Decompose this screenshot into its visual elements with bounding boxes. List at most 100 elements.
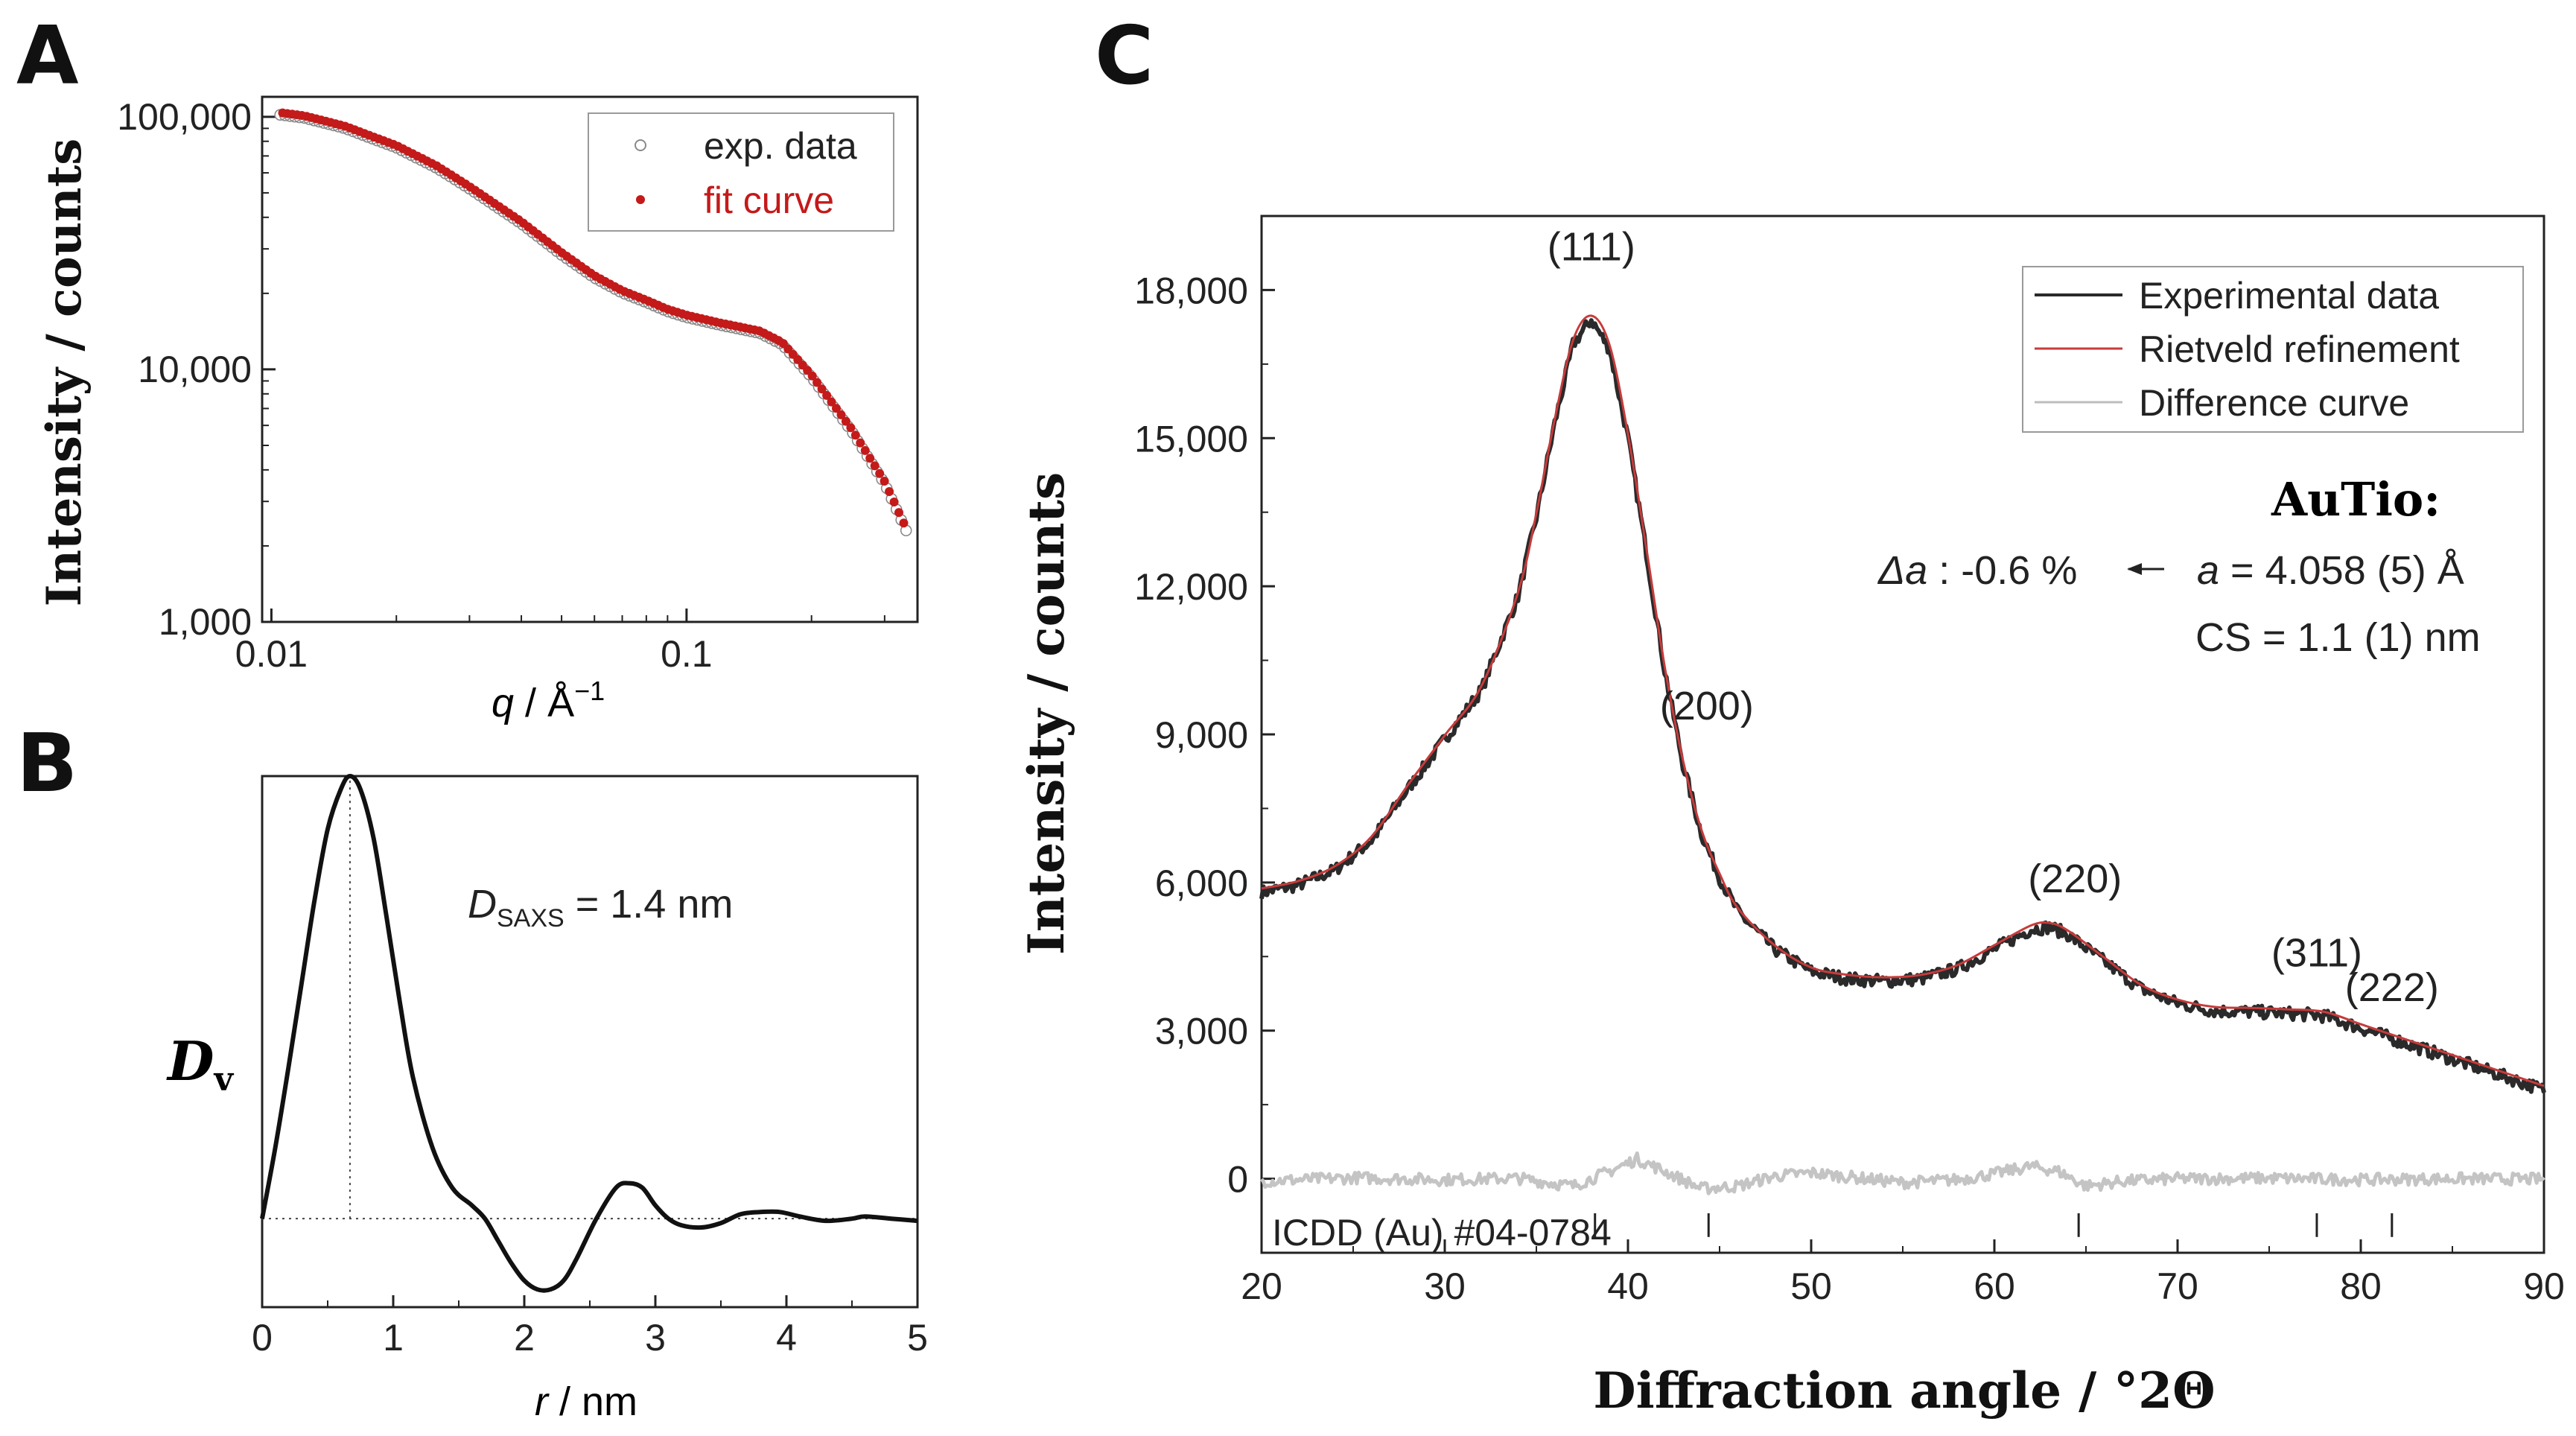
chart-c-difference-curve <box>1260 1151 2545 1195</box>
chart-c-x-tick-label: 40 <box>1607 1265 1649 1307</box>
annotation-delta-var: Δa <box>1877 548 1927 593</box>
annotation-lattice: a = 4.058 (5) Å <box>2197 548 2464 593</box>
chart-b-ylabel-sub: v <box>213 1061 234 1099</box>
annotation-arrow-head <box>2127 563 2142 575</box>
chart-a-ticks: 1,000 10,000 100,000 0.01 0.1 <box>117 96 885 675</box>
legend-experimental-label: Experimental data <box>2139 275 2439 317</box>
fit-curve-point <box>850 431 860 440</box>
chart-c-x-tick-label: 70 <box>2157 1265 2198 1307</box>
legend-rietveld-label: Rietveld refinement <box>2139 328 2460 370</box>
chart-c-y-tick-label: 6,000 <box>1155 862 1248 904</box>
fit-curve-point <box>841 416 850 426</box>
fit-curve-point <box>880 477 889 486</box>
chart-a-frame <box>261 95 919 623</box>
chart-c-legend: Experimental data Rietveld refinement Di… <box>2022 266 2524 433</box>
chart-c-annotation: AuTio: Δa : -0.6 % a = 4.058 (5) Å CS = … <box>1877 472 2481 660</box>
annotation-delta-rest: : -0.6 % <box>1927 548 2077 593</box>
chart-c-x-tick-label: 80 <box>2340 1265 2382 1307</box>
chart-b-x-tick-label: 1 <box>383 1317 404 1359</box>
annotation-lattice-var: a <box>2197 548 2219 593</box>
chart-a-x-tick-label: 0.01 <box>235 633 308 675</box>
chart-b-xlabel-unit: / nm <box>548 1379 637 1424</box>
legend-exp-marker <box>635 139 646 151</box>
fit-curve-point <box>875 468 885 478</box>
chart-b-ticks: 0 1 2 3 4 5 <box>252 1295 928 1359</box>
chart-c-y-tick-label: 15,000 <box>1134 418 1248 460</box>
chart-b-x-tick-label: 5 <box>907 1317 928 1359</box>
annotation-title: AuTio: <box>2271 472 2440 527</box>
chart-b-x-tick-label: 0 <box>252 1317 273 1359</box>
chart-a-y-tick-label: 10,000 <box>138 349 252 390</box>
chart-c-x-tick-label: 90 <box>2523 1265 2565 1307</box>
chart-b-xlabel-var: r <box>535 1379 550 1424</box>
chart-a-legend: exp. data fit curve <box>588 112 894 232</box>
chart-b-x-tick-label: 3 <box>645 1317 666 1359</box>
chart-a-ylabel: Intensity / counts <box>36 139 92 607</box>
chart-b-annotation-var: D <box>468 882 497 927</box>
chart-b-x-tick-label: 4 <box>776 1317 797 1359</box>
chart-a-legend-box <box>588 112 894 232</box>
legend-fit-label: fit curve <box>704 180 834 221</box>
chart-c-reference-ticks <box>1594 1213 2394 1237</box>
chart-a-xlabel-sep: / <box>514 681 547 725</box>
chart-c-peak-labels: (111) (200) (220) (311)(222) <box>1548 225 2439 1010</box>
fit-curve-point <box>889 498 899 506</box>
fit-curve-point <box>856 438 865 448</box>
fit-curve-point <box>865 454 875 463</box>
fit-curve-point <box>846 423 856 433</box>
annotation-lattice-rest: = 4.058 (5) Å <box>2219 548 2464 593</box>
chart-c-reference-label: ICDD (Au) #04-0784 <box>1272 1212 1612 1254</box>
fit-curve-point <box>836 410 846 419</box>
chart-c-experimental-curve <box>1259 318 2546 1094</box>
chart-a-xlabel-unit: Å <box>547 681 574 725</box>
peak-label: (200) <box>1660 684 1754 728</box>
chart-b-distribution-curve <box>260 774 918 1293</box>
fit-curve-point <box>822 390 832 400</box>
legend-exp-label: exp. data <box>704 125 857 167</box>
fit-curve-point <box>832 404 841 413</box>
fit-curve-point <box>807 371 817 381</box>
chart-c-x-tick-label: 30 <box>1424 1265 1466 1307</box>
panel-label-c: C <box>1095 10 1154 103</box>
chart-c-y-tick-label: 3,000 <box>1155 1011 1248 1052</box>
chart-c-y-tick-label: 12,000 <box>1134 566 1248 608</box>
chart-b-annotation-rest: = 1.4 nm <box>565 882 734 927</box>
chart-b-ylabel-main: D <box>166 1029 214 1093</box>
panel-label-a: A <box>16 10 79 103</box>
chart-c-x-tick-label: 20 <box>1241 1265 1282 1307</box>
legend-difference-label: Difference curve <box>2139 382 2409 424</box>
annotation-delta: Δa : -0.6 % <box>1877 548 2077 593</box>
fit-curve-point <box>894 508 903 518</box>
chart-c-xlabel: Diffraction angle / °2Θ <box>1593 1362 2215 1420</box>
chart-a-y-tick-label: 100,000 <box>117 96 252 138</box>
fit-curve-point <box>817 384 827 394</box>
chart-c-ticks: 0 3,000 6,000 9,000 12,000 15,000 18,000 20 30 40… <box>1134 270 2565 1307</box>
chart-a: 1,000 10,000 100,000 0.01 0.1 exp. data fit … <box>36 95 919 725</box>
chart-c-y-tick-label: 18,000 <box>1134 270 1248 311</box>
chart-b-x-tick-label: 2 <box>514 1317 535 1359</box>
peak-label: (222) <box>2345 965 2439 1010</box>
chart-c-x-tick-label: 50 <box>1790 1265 1832 1307</box>
fit-curve-point <box>885 487 894 496</box>
chart-a-xlabel: q / Å−1 <box>492 676 605 725</box>
peak-label: (111) <box>1548 225 1635 270</box>
chart-b-xlabel: r / nm <box>535 1379 637 1424</box>
fit-curve-point <box>860 445 870 455</box>
chart-c-rietveld-curve <box>1261 314 2545 1087</box>
chart-a-xlabel-exp: −1 <box>574 676 605 706</box>
chart-a-x-tick-label: 0.1 <box>661 633 713 675</box>
peak-label: (311) <box>2271 931 2362 976</box>
fit-curve-point <box>870 461 880 471</box>
chart-a-y-tick-label: 1,000 <box>159 601 252 643</box>
fit-curve-point <box>899 518 909 528</box>
chart-c-x-tick-label: 60 <box>1974 1265 2015 1307</box>
chart-b-ylabel: Dv <box>166 1029 234 1099</box>
chart-b-annotation: DSAXS = 1.4 nm <box>468 882 733 933</box>
chart-c: 0 3,000 6,000 9,000 12,000 15,000 18,000 20 30 40… <box>1017 215 2565 1420</box>
chart-a-points <box>274 108 912 537</box>
panel-label-b: B <box>16 717 77 810</box>
fit-curve-point <box>827 397 836 407</box>
chart-b-annotation-sub: SAXS <box>497 904 565 933</box>
